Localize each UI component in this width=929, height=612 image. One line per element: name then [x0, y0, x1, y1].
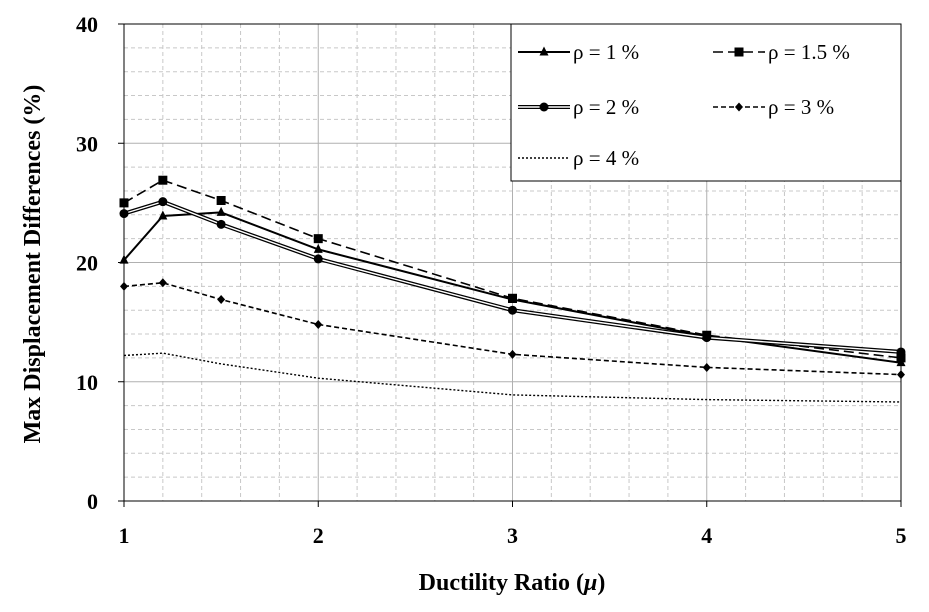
y-axis-title: Max Displacement Differences (%) [20, 85, 46, 444]
series-2-point [313, 234, 323, 244]
legend-swatch-marker [734, 47, 744, 57]
series-2-point [216, 195, 226, 205]
series-4-point [314, 320, 323, 330]
series-layer [119, 175, 906, 403]
legend-label: ρ = 1.5 % [768, 40, 850, 64]
series-2-point [508, 293, 517, 303]
legend-entry-3: ρ = 2 % [518, 95, 639, 119]
series-4-point [702, 362, 711, 372]
axis-ticks: 1 2 3 4 5 0 10 20 30 40 [76, 12, 907, 548]
legend-entry-4: ρ = 3 % [713, 95, 834, 119]
series-1-point [158, 210, 168, 220]
series-5-line [123, 352, 902, 403]
series-2-point [158, 175, 168, 185]
series-4-point [217, 294, 226, 304]
series-3 [119, 197, 906, 357]
x-tick-label: 2 [313, 523, 324, 548]
series-1-point [313, 243, 323, 253]
y-tick-label: 30 [76, 131, 98, 156]
series-3-point [313, 254, 323, 264]
legend-label: ρ = 2 % [573, 95, 639, 119]
x-tick-label: 3 [507, 523, 518, 548]
series-3-point [702, 333, 712, 343]
y-tick-label: 20 [76, 251, 98, 276]
x-tick-label: 1 [119, 523, 130, 548]
legend-swatch-marker [539, 102, 549, 112]
legend-box [510, 23, 902, 182]
series-1-point [216, 206, 226, 216]
y-tick-label: 40 [76, 12, 98, 37]
legend-label: ρ = 3 % [768, 95, 834, 119]
series-4-point [158, 278, 167, 288]
legend-entry-5: ρ = 4 % [518, 146, 639, 170]
x-tick-label: 5 [896, 523, 907, 548]
x-axis-title: Ductility Ratio (μ) [419, 570, 606, 596]
series-3-point [508, 305, 517, 315]
series-5 [123, 352, 902, 403]
legend-swatch-marker [735, 102, 743, 112]
legend-label: ρ = 4 % [573, 146, 639, 170]
legend-entry-2: ρ = 1.5 % [713, 40, 850, 64]
legend-swatch-marker [539, 46, 549, 56]
legend: ρ = 1 % ρ = 1.5 % ρ = 2 % ρ = 3 % ρ = 4 % [510, 23, 902, 182]
y-tick-label: 0 [87, 489, 98, 514]
series-4-point [508, 349, 517, 359]
legend-entry-1: ρ = 1 % [518, 40, 639, 64]
legend-label: ρ = 1 % [573, 40, 639, 64]
series-3-point [158, 197, 168, 207]
series-3-point [216, 219, 226, 229]
y-tick-label: 10 [76, 370, 98, 395]
x-tick-label: 4 [701, 523, 712, 548]
series-4 [120, 278, 905, 380]
